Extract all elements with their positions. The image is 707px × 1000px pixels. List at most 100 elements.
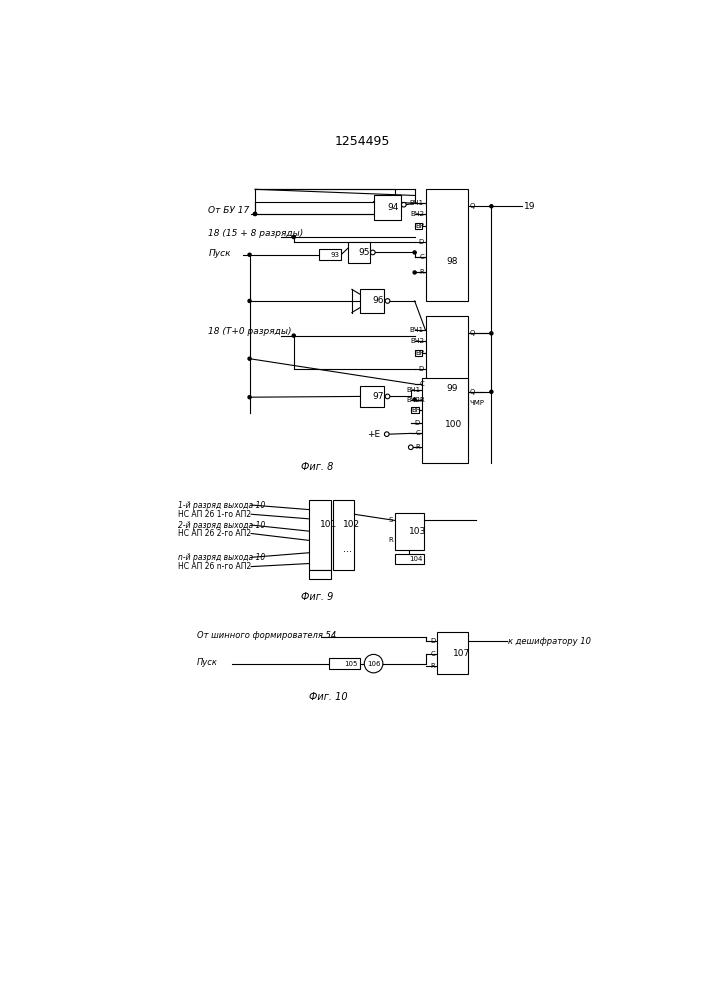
Circle shape — [248, 253, 251, 256]
Text: 99: 99 — [447, 384, 458, 393]
Bar — [414, 350, 422, 356]
Text: ВР: ВР — [415, 223, 424, 229]
Text: R: R — [419, 397, 424, 403]
Text: 97: 97 — [372, 392, 383, 401]
Bar — [414, 223, 422, 229]
Bar — [329, 658, 360, 669]
Text: 100: 100 — [445, 420, 462, 429]
Bar — [360, 386, 385, 407]
Text: C: C — [415, 430, 420, 436]
Text: 19: 19 — [524, 202, 535, 211]
Bar — [426, 316, 468, 428]
Bar — [348, 242, 370, 263]
Text: ВР: ВР — [411, 407, 420, 413]
Text: n-й разряд выхода 10: n-й разряд выхода 10 — [177, 553, 264, 562]
Circle shape — [370, 250, 375, 255]
Circle shape — [248, 299, 251, 302]
Text: 18 (T+0 разряды): 18 (T+0 разряды) — [209, 327, 292, 336]
Circle shape — [490, 390, 493, 393]
Bar — [437, 632, 468, 674]
Text: 102: 102 — [344, 520, 361, 529]
Text: ВЧ1: ВЧ1 — [410, 327, 424, 333]
Text: D: D — [419, 366, 424, 372]
Bar — [411, 407, 419, 413]
Text: ВЧ2: ВЧ2 — [406, 397, 420, 403]
Text: +E: +E — [368, 430, 380, 439]
Text: ВЧ1: ВЧ1 — [410, 200, 424, 206]
Text: C: C — [419, 254, 424, 260]
Bar — [395, 554, 424, 564]
Text: S: S — [389, 517, 393, 523]
Text: ВЧ1: ВЧ1 — [406, 386, 420, 392]
Text: 98: 98 — [447, 257, 458, 266]
Circle shape — [292, 235, 296, 239]
Text: Q: Q — [469, 330, 475, 336]
Circle shape — [385, 299, 390, 303]
Text: 2-й разряд выхода 10: 2-й разряд выхода 10 — [177, 521, 264, 530]
Text: 96: 96 — [372, 296, 383, 305]
Circle shape — [490, 205, 493, 208]
Circle shape — [253, 212, 257, 215]
Text: От шинного формирователя 54: От шинного формирователя 54 — [197, 631, 336, 640]
Text: ВЧ2: ВЧ2 — [410, 211, 424, 217]
Text: 95: 95 — [359, 248, 370, 257]
Text: ЧМР: ЧМР — [469, 400, 485, 406]
Text: 103: 103 — [409, 527, 426, 536]
Circle shape — [385, 432, 389, 436]
Text: C: C — [431, 651, 436, 657]
Text: R: R — [419, 269, 424, 275]
Circle shape — [248, 396, 251, 399]
Bar — [332, 500, 354, 570]
Text: Пуск: Пуск — [197, 658, 218, 667]
Bar — [421, 378, 468, 463]
Text: к дешифратору 10: к дешифратору 10 — [508, 637, 592, 646]
Text: 94: 94 — [387, 203, 399, 212]
Circle shape — [413, 398, 416, 401]
Text: R: R — [431, 663, 436, 669]
Text: 18 (15 + 8 разряды): 18 (15 + 8 разряды) — [209, 229, 304, 238]
Bar — [360, 289, 385, 312]
Text: 105: 105 — [344, 661, 358, 667]
Text: От БУ 17: От БУ 17 — [209, 206, 250, 215]
Text: 107: 107 — [452, 649, 470, 658]
Circle shape — [413, 271, 416, 274]
Circle shape — [490, 332, 493, 335]
Text: ...: ... — [344, 544, 352, 554]
Circle shape — [364, 654, 383, 673]
Bar — [426, 189, 468, 301]
Text: R: R — [388, 537, 393, 543]
Circle shape — [409, 445, 413, 450]
Bar — [309, 570, 331, 579]
Text: НС АП 26 n-го АП2: НС АП 26 n-го АП2 — [177, 562, 251, 571]
Circle shape — [402, 202, 406, 207]
Text: НС АП 26 2-го АП2: НС АП 26 2-го АП2 — [177, 529, 250, 538]
Text: D: D — [415, 420, 420, 426]
Bar — [373, 195, 401, 220]
Bar — [309, 500, 331, 570]
Text: 106: 106 — [367, 661, 380, 667]
Text: Фиг. 9: Фиг. 9 — [300, 592, 333, 602]
Text: Фиг. 8: Фиг. 8 — [300, 462, 333, 472]
Text: D: D — [419, 239, 424, 245]
Text: НС АП 26 1-го АП2: НС АП 26 1-го АП2 — [177, 510, 250, 519]
Circle shape — [253, 212, 257, 215]
Text: D: D — [431, 638, 436, 644]
Text: ВР: ВР — [415, 350, 424, 356]
Text: ВЧ2: ВЧ2 — [410, 338, 424, 344]
Text: 1254495: 1254495 — [334, 135, 390, 148]
Text: R: R — [415, 444, 420, 450]
Text: 104: 104 — [409, 556, 423, 562]
Text: C: C — [419, 381, 424, 387]
Circle shape — [413, 251, 416, 254]
Bar — [320, 249, 341, 260]
Text: 101: 101 — [320, 520, 337, 529]
Text: 1-й разряд выхода 10: 1-й разряд выхода 10 — [177, 500, 264, 510]
Text: Q: Q — [469, 389, 475, 395]
Text: 93: 93 — [330, 252, 339, 258]
Text: Фиг. 10: Фиг. 10 — [310, 692, 348, 702]
Circle shape — [248, 357, 251, 360]
Circle shape — [385, 394, 390, 399]
Circle shape — [292, 334, 296, 337]
Text: Q: Q — [469, 203, 475, 209]
Text: Пуск: Пуск — [209, 249, 231, 258]
